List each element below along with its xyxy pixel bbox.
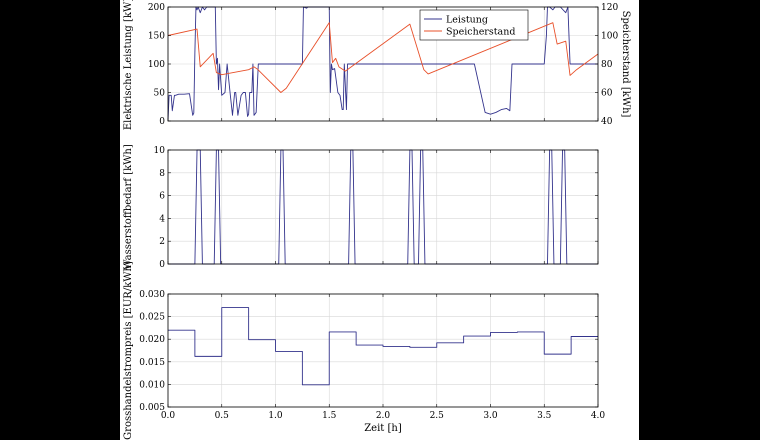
price-xtick-label: 4.0 bbox=[591, 411, 606, 421]
hydrogen-ytick-label: 8 bbox=[159, 169, 165, 179]
price-xtick-label: 1.0 bbox=[268, 411, 283, 421]
grid-layer bbox=[167, 6, 599, 408]
price-xtick-label: 2.5 bbox=[430, 411, 445, 421]
price-ytick-label: 0.005 bbox=[139, 403, 165, 413]
price-xtick-label: 2.0 bbox=[376, 411, 391, 421]
price-ytick-label: 0.030 bbox=[139, 290, 165, 300]
price-xtick-label: 3.5 bbox=[537, 411, 552, 421]
power-series-leistung-line bbox=[167, 6, 598, 122]
power-y2tick-label: 120 bbox=[601, 3, 618, 13]
power-y2tick-label: 100 bbox=[601, 32, 618, 42]
power-y2tick-label: 40 bbox=[601, 117, 613, 127]
power-y2-axis-label: Speicherstand [kWh] bbox=[620, 11, 631, 118]
price-ytick-label: 0.010 bbox=[139, 380, 165, 390]
legend-label-speicherstand: Speicherstand bbox=[446, 27, 515, 38]
frame-layer bbox=[167, 6, 599, 408]
price-xtick-label: 0.5 bbox=[215, 411, 230, 421]
legend-label-leistung: Leistung bbox=[446, 15, 488, 26]
hydrogen-ytick-label: 4 bbox=[159, 214, 165, 224]
figure-panel: 0 50 100 150 200 40 60 80 100 120 Speicherstand [k… bbox=[120, 0, 639, 440]
hydrogen-ytick-label: 10 bbox=[154, 146, 166, 156]
power-ytick-label: 150 bbox=[148, 32, 165, 42]
price-ytick-label: 0.020 bbox=[139, 335, 165, 345]
price-ytick-label: 0.015 bbox=[139, 358, 165, 368]
price-x-axis-label: Zeit [h] bbox=[364, 423, 402, 434]
power-y-axis-label: Elektrische Leistung [kW] bbox=[123, 0, 134, 130]
hydrogen-y-axis-label: Wasserstoffbedarf [kWh] bbox=[123, 144, 134, 270]
hydrogen-ytick-label: 6 bbox=[159, 192, 165, 202]
hydrogen-ytick-label: 2 bbox=[159, 237, 165, 247]
power-ytick-label: 0 bbox=[159, 117, 165, 127]
power-ytick-label: 200 bbox=[148, 3, 165, 13]
power-y2tick-label: 80 bbox=[601, 60, 613, 70]
hydrogen-ytick-label: 0 bbox=[159, 260, 165, 270]
price-ytick-label: 0.025 bbox=[139, 313, 165, 323]
price-y-axis-label: Grosshandelstrompreis [EUR/kWh] bbox=[123, 261, 134, 440]
power-series-speicherstand-line bbox=[167, 22, 599, 93]
price-xtick-label: 1.5 bbox=[322, 411, 337, 421]
power-ytick-label: 100 bbox=[148, 60, 165, 70]
price-xtick-label: 0.0 bbox=[161, 411, 176, 421]
power-y2tick-label: 60 bbox=[601, 89, 613, 99]
price-xtick-label: 3.0 bbox=[483, 411, 498, 421]
price-series-grosshandelstrompreis-line bbox=[168, 307, 598, 386]
legend-box bbox=[419, 9, 529, 41]
power-ytick-label: 50 bbox=[154, 89, 166, 99]
